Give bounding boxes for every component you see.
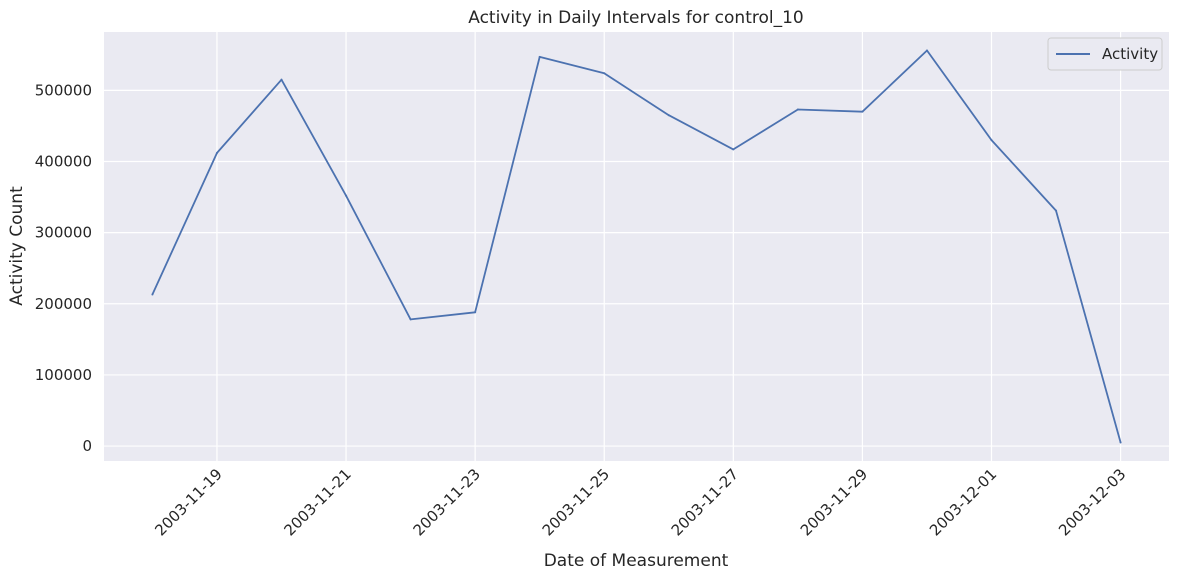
data-point bbox=[345, 194, 348, 197]
data-point bbox=[796, 108, 799, 111]
data-point bbox=[538, 55, 541, 58]
y-tick-label: 200000 bbox=[35, 295, 92, 313]
x-tick-label: 2003-11-21 bbox=[280, 465, 354, 539]
x-axis-ticks: 2003-11-19 2003-11-21 2003-11-23 2003-11-25… bbox=[151, 465, 1129, 539]
data-point bbox=[603, 72, 606, 75]
data-point bbox=[925, 49, 928, 52]
data-point bbox=[732, 148, 735, 151]
data-point bbox=[409, 318, 412, 321]
data-point bbox=[215, 151, 218, 154]
x-tick-label: 2003-11-19 bbox=[151, 465, 225, 539]
legend: Activity bbox=[1047, 37, 1163, 71]
legend-label: Activity bbox=[1102, 45, 1158, 63]
x-tick-label: 2003-12-03 bbox=[1055, 465, 1129, 539]
series-layer bbox=[151, 49, 1122, 444]
grid-lines bbox=[104, 32, 1169, 461]
x-tick-label: 2003-11-29 bbox=[797, 465, 871, 539]
chart-title: Activity in Daily Intervals for control_… bbox=[468, 8, 804, 28]
y-tick-label: 300000 bbox=[35, 224, 92, 242]
plot-area bbox=[104, 32, 1169, 461]
x-tick-label: 2003-11-25 bbox=[539, 465, 613, 539]
data-point bbox=[1055, 209, 1058, 212]
y-tick-label: 100000 bbox=[35, 366, 92, 384]
data-point bbox=[990, 139, 993, 142]
series-line-activity bbox=[151, 49, 1122, 443]
data-point bbox=[1119, 441, 1122, 444]
y-tick-label: 0 bbox=[82, 437, 92, 455]
x-tick-label: 2003-12-01 bbox=[926, 465, 1000, 539]
data-point bbox=[861, 110, 864, 113]
y-tick-label: 500000 bbox=[35, 81, 92, 99]
y-axis-label: Activity Count bbox=[7, 186, 27, 306]
y-axis-ticks: 0 100000 200000 300000 400000 500000 bbox=[35, 81, 92, 455]
data-point bbox=[280, 78, 283, 81]
x-axis-label: Date of Measurement bbox=[544, 551, 729, 571]
data-point bbox=[151, 293, 154, 296]
data-point bbox=[474, 311, 477, 314]
legend-box bbox=[1047, 37, 1163, 71]
x-tick-label: 2003-11-27 bbox=[668, 465, 742, 539]
x-tick-label: 2003-11-23 bbox=[410, 465, 484, 539]
y-tick-label: 400000 bbox=[35, 152, 92, 170]
data-point bbox=[667, 114, 670, 117]
